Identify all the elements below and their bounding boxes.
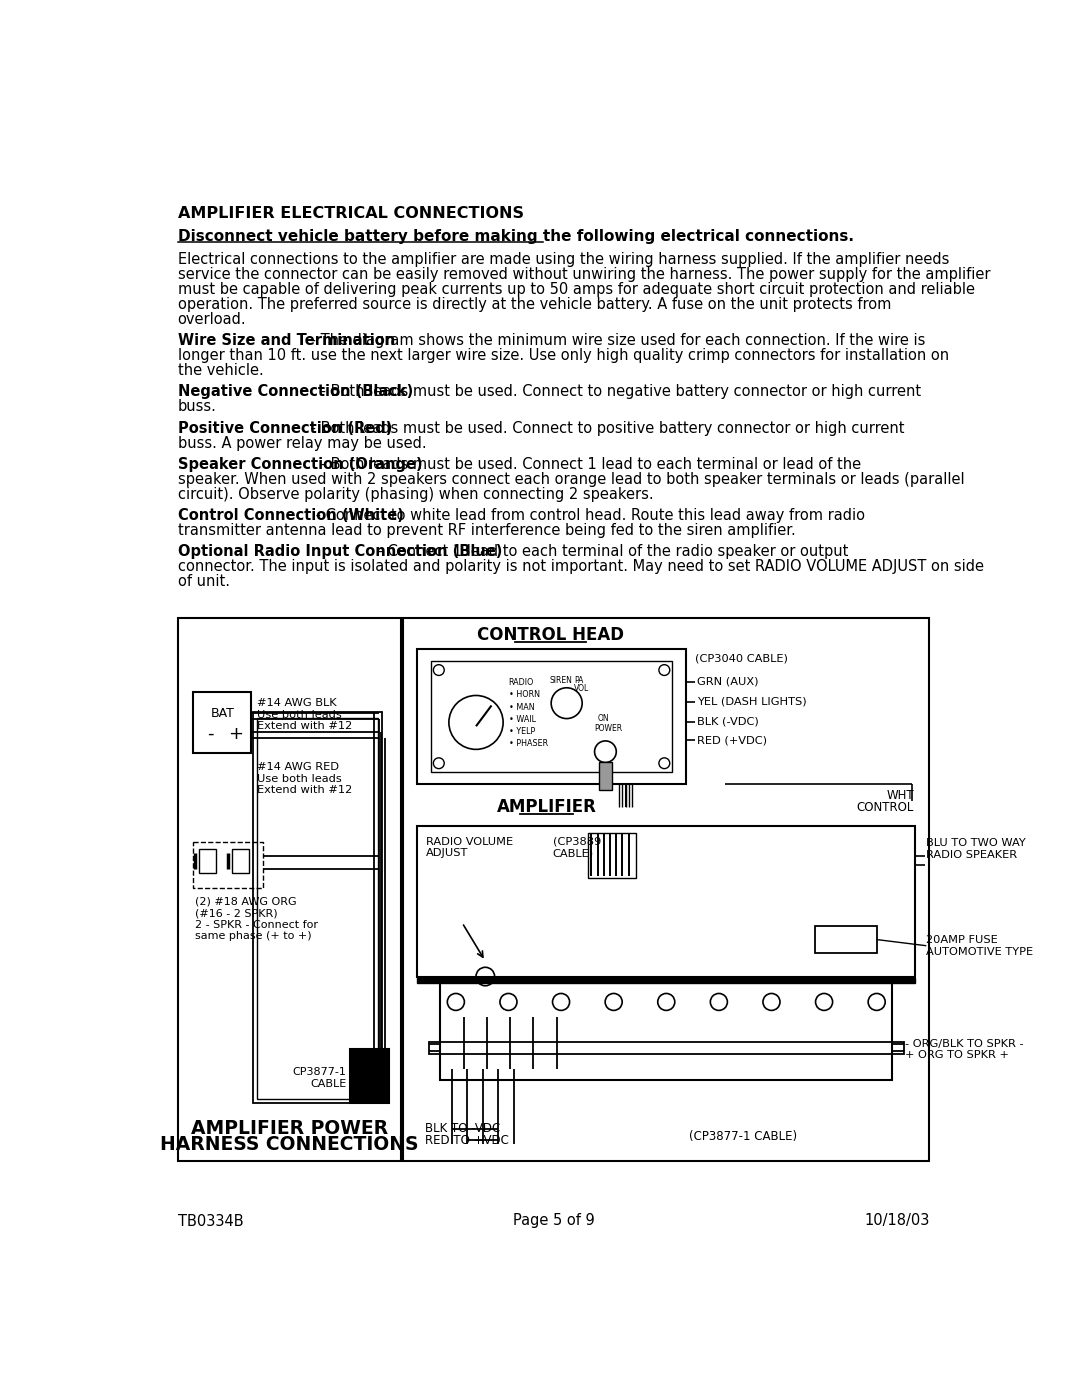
Text: the vehicle.: the vehicle. bbox=[177, 363, 264, 379]
Text: Electrical connections to the amplifier are made using the wiring harness suppli: Electrical connections to the amplifier … bbox=[177, 251, 949, 267]
Text: Wire Size and Termination: Wire Size and Termination bbox=[177, 334, 395, 348]
Text: WHT: WHT bbox=[887, 789, 914, 802]
Text: BLK (-VDC): BLK (-VDC) bbox=[697, 717, 758, 726]
Text: CONTROL HEAD: CONTROL HEAD bbox=[477, 626, 624, 644]
Text: 20AMP FUSE: 20AMP FUSE bbox=[927, 936, 998, 946]
Text: BLU TO TWO WAY: BLU TO TWO WAY bbox=[927, 838, 1026, 848]
Text: #14 AWG BLK: #14 AWG BLK bbox=[257, 698, 337, 708]
Text: BLK TO -VDC: BLK TO -VDC bbox=[424, 1122, 500, 1136]
Text: Positive Connection (Red): Positive Connection (Red) bbox=[177, 420, 392, 436]
Text: PA: PA bbox=[575, 676, 584, 685]
Text: operation. The preferred source is directly at the vehicle battery. A fuse on th: operation. The preferred source is direc… bbox=[177, 298, 891, 312]
Text: Speaker Connection (Orange): Speaker Connection (Orange) bbox=[177, 457, 422, 472]
Text: circuit). Observe polarity (phasing) when connecting 2 speakers.: circuit). Observe polarity (phasing) whe… bbox=[177, 486, 653, 502]
Text: connector. The input is isolated and polarity is not important. May need to set : connector. The input is isolated and pol… bbox=[177, 559, 984, 574]
Text: buss. A power relay may be used.: buss. A power relay may be used. bbox=[177, 436, 427, 451]
Text: POWER: POWER bbox=[594, 724, 622, 733]
Text: -: - bbox=[207, 725, 214, 743]
Text: of unit.: of unit. bbox=[177, 574, 230, 590]
Text: SIREN: SIREN bbox=[550, 676, 572, 685]
Text: GRN (AUX): GRN (AUX) bbox=[697, 676, 758, 686]
Text: (CP3040 CABLE): (CP3040 CABLE) bbox=[696, 654, 788, 664]
Text: transmitter antenna lead to prevent RF interference being fed to the siren ampli: transmitter antenna lead to prevent RF i… bbox=[177, 522, 795, 538]
Text: 2 - SPKR - Connect for: 2 - SPKR - Connect for bbox=[194, 921, 318, 930]
Text: (CP3889: (CP3889 bbox=[553, 837, 600, 847]
Text: service the connector can be easily removed without unwiring the harness. The po: service the connector can be easily remo… bbox=[177, 267, 990, 282]
Text: (#16 - 2 SPKR): (#16 - 2 SPKR) bbox=[194, 908, 278, 918]
Text: • PHASER: • PHASER bbox=[509, 739, 548, 749]
Text: speaker. When used with 2 speakers connect each orange lead to both speaker term: speaker. When used with 2 speakers conne… bbox=[177, 472, 964, 486]
Text: Use both leads: Use both leads bbox=[257, 774, 342, 784]
Text: TB0334B: TB0334B bbox=[177, 1214, 243, 1228]
Text: • HORN: • HORN bbox=[509, 690, 540, 700]
Text: - The diagram shows the minimum wire size used for each connection. If the wire : - The diagram shows the minimum wire siz… bbox=[307, 334, 926, 348]
Text: (2) #18 AWG ORG: (2) #18 AWG ORG bbox=[194, 897, 296, 907]
Text: ON: ON bbox=[597, 714, 609, 724]
Polygon shape bbox=[417, 978, 916, 982]
Text: CONTROL: CONTROL bbox=[856, 800, 914, 813]
Text: RADIO: RADIO bbox=[509, 678, 534, 687]
Text: CP3877-1: CP3877-1 bbox=[293, 1067, 347, 1077]
Text: RED (+VDC): RED (+VDC) bbox=[697, 735, 767, 745]
Text: buss.: buss. bbox=[177, 400, 216, 415]
Polygon shape bbox=[350, 1049, 389, 1104]
Text: AMPLIFIER: AMPLIFIER bbox=[497, 798, 596, 816]
Text: - Both leads must be used. Connect 1 lead to each terminal or lead of the: - Both leads must be used. Connect 1 lea… bbox=[316, 457, 862, 472]
Text: CABLE: CABLE bbox=[310, 1078, 347, 1088]
Text: Negative Connection (Black): Negative Connection (Black) bbox=[177, 384, 413, 400]
Text: Extend with #12: Extend with #12 bbox=[257, 721, 353, 731]
Text: Use both leads: Use both leads bbox=[257, 710, 342, 719]
Text: • WAIL: • WAIL bbox=[509, 715, 536, 724]
Text: - Both leads must be used. Connect to positive battery connector or high current: - Both leads must be used. Connect to po… bbox=[307, 420, 905, 436]
Text: RED TO +VDC: RED TO +VDC bbox=[424, 1133, 509, 1147]
Text: CABLE): CABLE) bbox=[553, 848, 594, 858]
Text: • YELP: • YELP bbox=[509, 728, 535, 736]
Text: RADIO SPEAKER: RADIO SPEAKER bbox=[927, 849, 1017, 861]
Text: must be capable of delivering peak currents up to 50 amps for adequate short cir: must be capable of delivering peak curre… bbox=[177, 282, 974, 298]
Text: Extend with #12: Extend with #12 bbox=[257, 785, 353, 795]
Text: - ORG/BLK TO SPKR -: - ORG/BLK TO SPKR - bbox=[905, 1038, 1024, 1049]
Text: #14 AWG RED: #14 AWG RED bbox=[257, 763, 339, 773]
Text: ADJUST: ADJUST bbox=[427, 848, 469, 858]
Text: YEL (DASH LIGHTS): YEL (DASH LIGHTS) bbox=[697, 697, 807, 707]
Text: BAT: BAT bbox=[211, 707, 234, 719]
Text: same phase (+ to +): same phase (+ to +) bbox=[194, 932, 311, 942]
Text: - Connect 1 lead to each terminal of the radio speaker or output: - Connect 1 lead to each terminal of the… bbox=[373, 545, 849, 559]
Text: Disconnect vehicle battery before making the following electrical connections.: Disconnect vehicle battery before making… bbox=[177, 229, 853, 244]
Text: (CP3877-1 CABLE): (CP3877-1 CABLE) bbox=[689, 1130, 797, 1143]
Text: Page 5 of 9: Page 5 of 9 bbox=[513, 1214, 594, 1228]
Text: VOL: VOL bbox=[575, 685, 590, 693]
Text: AMPLIFIER ELECTRICAL CONNECTIONS: AMPLIFIER ELECTRICAL CONNECTIONS bbox=[177, 207, 524, 221]
Text: HARNESS CONNECTIONS: HARNESS CONNECTIONS bbox=[160, 1134, 418, 1154]
Text: • MAN: • MAN bbox=[509, 703, 535, 711]
Text: AUTOMOTIVE TYPE: AUTOMOTIVE TYPE bbox=[927, 947, 1034, 957]
Text: overload.: overload. bbox=[177, 312, 246, 327]
Text: Control Connection (White): Control Connection (White) bbox=[177, 509, 404, 522]
Text: +: + bbox=[228, 725, 243, 743]
Text: AMPLIFIER POWER: AMPLIFIER POWER bbox=[191, 1119, 388, 1139]
Text: - Connect to white lead from control head. Route this lead away from radio: - Connect to white lead from control hea… bbox=[311, 509, 865, 522]
Polygon shape bbox=[599, 763, 611, 791]
Text: - Both leads must be used. Connect to negative battery connector or high current: - Both leads must be used. Connect to ne… bbox=[316, 384, 921, 400]
Text: Optional Radio Input Connection (Blue): Optional Radio Input Connection (Blue) bbox=[177, 545, 502, 559]
Text: + ORG TO SPKR +: + ORG TO SPKR + bbox=[905, 1051, 1009, 1060]
Text: 10/18/03: 10/18/03 bbox=[864, 1214, 930, 1228]
Text: longer than 10 ft. use the next larger wire size. Use only high quality crimp co: longer than 10 ft. use the next larger w… bbox=[177, 348, 948, 363]
Text: RADIO VOLUME: RADIO VOLUME bbox=[427, 837, 513, 847]
